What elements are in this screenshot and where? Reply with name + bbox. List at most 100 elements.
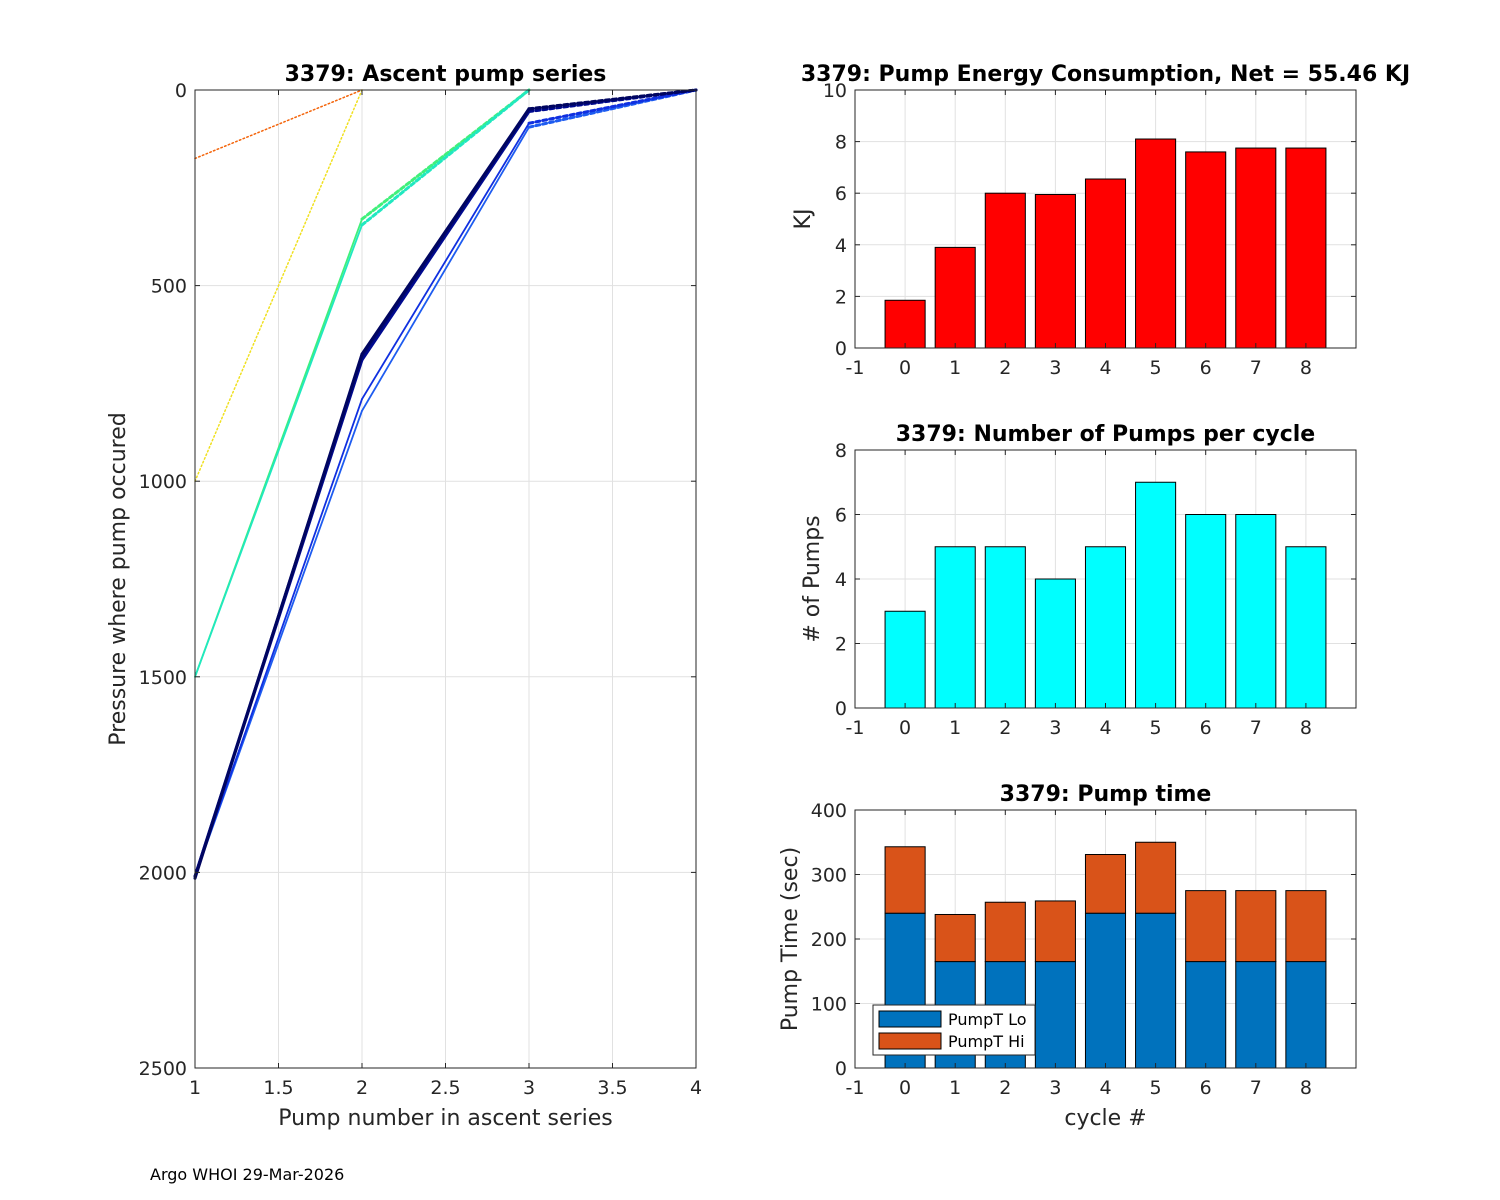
x-tick-label: 3.5	[597, 1077, 627, 1099]
x-tick-label: 0	[899, 357, 911, 379]
ascent-pump-series-axes: 1 1.5 2 2.5 3 3.5 4 0 500 1000 1500 2000 2500 3379: A…	[106, 62, 702, 1131]
series-line-cycle-5	[361, 122, 530, 400]
y-tick-label: 6	[835, 505, 847, 527]
bar	[1135, 138, 1177, 349]
x-tick-label: 6	[1200, 717, 1212, 739]
x-tick-label: 1.5	[263, 1077, 293, 1099]
bar-pumpt-hi	[1185, 890, 1227, 963]
x-tick-label: -1	[846, 357, 865, 379]
bar-pumpt-hi	[984, 901, 1026, 963]
legend-label: PumpT Hi	[948, 1032, 1025, 1051]
y-tick-label: 8	[835, 440, 847, 462]
bar	[1235, 147, 1277, 349]
y-tick-label: 500	[151, 276, 187, 298]
x-tick-label: 1	[949, 357, 961, 379]
bar	[1034, 193, 1076, 349]
bar	[984, 192, 1026, 349]
bar	[934, 246, 976, 349]
x-tick-label: 3	[1049, 1077, 1061, 1099]
x-tick-label: 0	[899, 1077, 911, 1099]
y-tick-label: 300	[811, 865, 847, 887]
y-axis-label: KJ	[791, 209, 816, 230]
x-tick-label: 3	[1049, 357, 1061, 379]
bar	[984, 546, 1026, 709]
series-line-cycle-0	[194, 89, 363, 160]
bar-pumpt-hi	[934, 913, 976, 963]
series-line-cycle-5	[194, 398, 363, 878]
bar-pumpt-hi	[1285, 890, 1327, 963]
x-tick-label: 7	[1250, 717, 1262, 739]
y-tick-label: 0	[835, 1058, 847, 1080]
x-tick-label: 6	[1200, 357, 1212, 379]
y-tick-label: 200	[811, 929, 847, 951]
x-tick-label: 2	[356, 1077, 368, 1099]
x-tick-label: 2	[999, 1077, 1011, 1099]
x-tick-label: 8	[1300, 1077, 1312, 1099]
x-tick-label: 6	[1200, 1077, 1212, 1099]
series-line-cycle-1	[194, 89, 363, 482]
bar	[1185, 514, 1227, 709]
bar	[884, 299, 926, 349]
bar	[1034, 578, 1076, 709]
y-tick-label: 0	[835, 338, 847, 360]
chart-title: 3379: Number of Pumps per cycle	[896, 422, 1315, 447]
x-tick-label: 2	[999, 357, 1011, 379]
x-tick-label: 5	[1150, 717, 1162, 739]
chart-title: 3379: Ascent pump series	[285, 62, 607, 87]
x-tick-label: 2.5	[430, 1077, 460, 1099]
x-tick-label: -1	[846, 1077, 865, 1099]
x-tick-label: 8	[1300, 717, 1312, 739]
x-tick-label: 5	[1150, 1077, 1162, 1099]
bar-pumpt-hi	[884, 846, 926, 914]
y-axis-label: Pressure where pump occured	[106, 412, 131, 745]
y-tick-label: 8	[835, 132, 847, 154]
y-tick-label: 4	[835, 569, 847, 591]
bar-pumpt-lo	[1135, 912, 1177, 1069]
bar-pumpt-hi	[1034, 900, 1076, 963]
x-tick-label: 4	[1099, 1077, 1111, 1099]
y-axis-label: Pump Time (sec)	[778, 847, 803, 1031]
y-tick-label: 100	[811, 994, 847, 1016]
legend: PumpT Lo PumpT Hi	[872, 1004, 1036, 1056]
x-tick-label: 2	[999, 717, 1011, 739]
x-tick-label: 7	[1250, 1077, 1262, 1099]
series-line-cycle-5	[527, 88, 698, 125]
y-tick-label: 0	[175, 80, 187, 102]
legend-swatch	[878, 1032, 942, 1050]
series-line-cycle-8	[527, 88, 698, 111]
y-tick-label: 10	[823, 80, 847, 102]
y-tick-label: 4	[835, 235, 847, 257]
footer-credit: Argo WHOI 29-Mar-2026	[150, 1165, 345, 1184]
series-line-cycle-8	[360, 107, 531, 356]
x-tick-label: 3	[523, 1077, 535, 1099]
x-tick-label: 0	[899, 717, 911, 739]
series-line-cycle-3	[194, 224, 363, 678]
bar	[1135, 481, 1177, 709]
bar-pumpt-hi	[1235, 890, 1277, 963]
bar	[884, 610, 926, 709]
x-tick-label: 5	[1150, 357, 1162, 379]
x-tick-label: 1	[949, 1077, 961, 1099]
bar	[1285, 546, 1327, 709]
y-tick-label: 400	[811, 800, 847, 822]
x-axis-label: Pump number in ascent series	[278, 1106, 612, 1131]
x-tick-label: 1	[189, 1077, 201, 1099]
bar-pumpt-lo	[1034, 961, 1076, 1069]
bar-pumpt-lo	[1285, 961, 1327, 1069]
x-tick-label: -1	[846, 717, 865, 739]
series-line-cycle-8	[193, 352, 364, 880]
legend-label: PumpT Lo	[948, 1010, 1027, 1029]
y-tick-label: 1000	[139, 471, 187, 493]
x-tick-label: 7	[1250, 357, 1262, 379]
bar	[1084, 178, 1127, 349]
x-tick-label: 8	[1300, 357, 1312, 379]
y-tick-label: 2500	[139, 1058, 187, 1080]
y-axis-label: # of Pumps	[800, 515, 825, 642]
y-tick-label: 2	[835, 634, 847, 656]
bar	[1235, 514, 1277, 709]
x-tick-label: 3	[1049, 717, 1061, 739]
y-tick-label: 2	[835, 286, 847, 308]
